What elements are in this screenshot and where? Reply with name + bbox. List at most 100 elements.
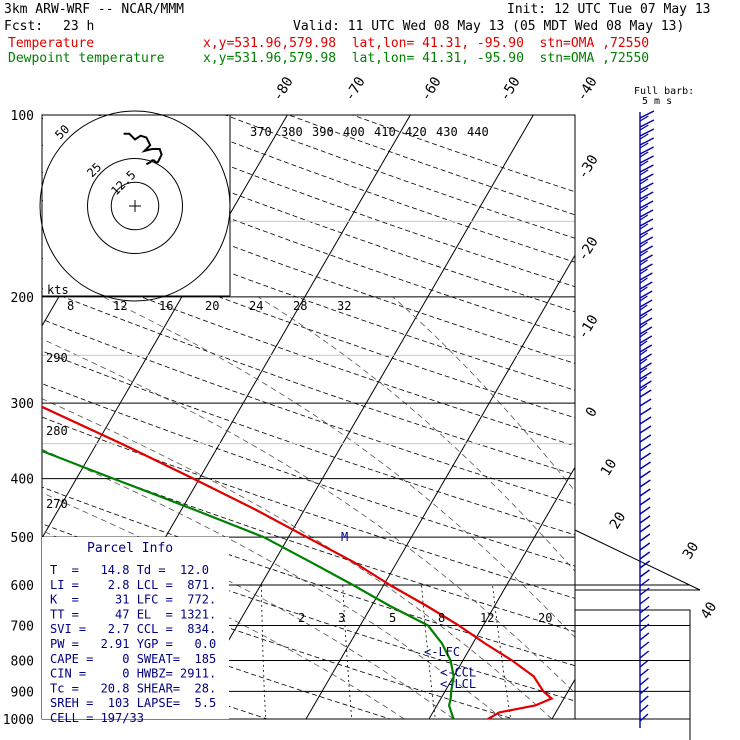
dry-adiabat <box>352 115 575 193</box>
dry-adiabat <box>42 350 575 536</box>
wind-barb-half <box>639 313 648 320</box>
wind-barb-half <box>639 259 648 266</box>
wind-barb <box>639 236 654 245</box>
wind-barb <box>639 659 650 668</box>
theta-label: 410 <box>374 125 396 139</box>
isotherm-label: 30 <box>680 539 703 562</box>
isotherm-label: -80 <box>270 74 297 104</box>
wind-barb-half <box>639 286 648 293</box>
wind-barb <box>639 596 650 605</box>
temperature-profile <box>42 405 554 719</box>
hodograph-trace <box>123 132 163 166</box>
parcel-info-box: Parcel Info T = 14.8 Td = 12.0LI = 2.8 LC… <box>42 537 229 725</box>
dewpoint-profile <box>42 449 455 719</box>
wind-barb <box>639 578 650 587</box>
parcel-info-row: Tc = 20.8 SHEAR= 28. <box>50 681 216 695</box>
wind-barb <box>639 569 650 578</box>
dry-adiabat <box>42 199 575 391</box>
pressure-tick-label: 1000 <box>3 713 34 728</box>
wind-barb-half <box>639 250 648 257</box>
wind-barb <box>639 560 650 569</box>
wind-barb <box>639 515 651 524</box>
wind-barb-half <box>639 331 648 338</box>
wind-barb-half <box>639 277 648 284</box>
isotherm-label: -70 <box>342 74 369 104</box>
dewpoint-location: x,y=531.96,579.98 lat,lon= 41.31, -95.90… <box>203 51 650 66</box>
wind-barb <box>639 479 651 488</box>
mixing-ratio-line <box>586 585 613 732</box>
wind-barb-half <box>639 367 648 374</box>
wind-barb <box>639 362 652 371</box>
speed-scale-tick: 28 <box>293 299 307 313</box>
isotherm-label: -50 <box>497 74 524 104</box>
isotherm-label: -40 <box>574 74 601 104</box>
wind-barb <box>639 290 653 299</box>
wind-barb <box>639 227 654 236</box>
wind-barb <box>639 524 651 533</box>
mixing-ratio-label: 12 <box>480 611 494 625</box>
wind-barb <box>639 587 650 596</box>
wind-barb-half <box>639 187 649 194</box>
wind-barb-half <box>639 358 648 365</box>
wind-barb-half <box>639 169 649 176</box>
pressure-tick-label: 800 <box>11 654 34 669</box>
wind-barb-half <box>639 322 648 329</box>
wind-barb <box>639 497 651 506</box>
wind-barb-half <box>639 385 648 392</box>
parcel-info-title: Parcel Info <box>87 541 173 556</box>
wind-barb <box>639 191 654 200</box>
wind-barb-half <box>639 304 648 311</box>
theta-label-left: 290 <box>46 351 68 365</box>
moist-adiabat <box>42 530 405 719</box>
wind-barb <box>639 551 651 560</box>
wind-barb <box>639 173 654 182</box>
wind-barb-half <box>639 268 648 275</box>
wind-barb-half <box>639 241 648 248</box>
dry-adiabat <box>225 115 575 239</box>
wind-barb <box>639 398 652 407</box>
wind-barb <box>639 407 652 416</box>
plot-border <box>41 114 576 720</box>
theta-label: 370 <box>250 125 272 139</box>
profile-lines <box>42 405 554 719</box>
wind-barb <box>639 254 653 263</box>
wind-barb <box>639 326 653 335</box>
wind-barb <box>639 542 651 551</box>
parcel-info-row: SVI = 2.7 CCL = 834. <box>50 622 216 636</box>
isotherm-label: -10 <box>575 312 602 342</box>
wind-barb <box>639 704 649 713</box>
wind-barb <box>639 416 652 425</box>
pressure-tick-label: 300 <box>11 397 34 412</box>
wind-barb-half <box>639 214 649 221</box>
mixing-ratio-label: 2 <box>298 611 305 625</box>
wind-barb <box>639 461 651 470</box>
wind-barb <box>639 218 654 227</box>
theta-label: 430 <box>436 125 458 139</box>
wind-barb <box>639 677 649 686</box>
wind-barb <box>639 335 653 344</box>
wind-barb <box>639 488 651 497</box>
wind-barb-half <box>639 340 648 347</box>
dry-adiabat <box>42 257 575 447</box>
theta-label-left: 270 <box>46 497 68 511</box>
dry-adiabat <box>161 115 575 263</box>
isotherm-line <box>182 115 534 719</box>
wind-barb <box>639 614 650 623</box>
speed-ring <box>87 158 183 254</box>
wind-barb-half <box>639 232 649 239</box>
parcel-info-row: TT = 47 EL = 1321. <box>50 607 216 621</box>
wind-barb-half <box>639 151 649 158</box>
isotherm-label: 40 <box>698 599 721 622</box>
isotherm-line <box>675 115 740 719</box>
wind-barb <box>639 506 651 515</box>
mixing-ratio-line <box>421 584 436 719</box>
pressure-tick-label: 400 <box>11 473 34 488</box>
wind-barb <box>639 389 652 398</box>
moist-adiabat <box>392 296 575 492</box>
wind-barb-half <box>639 160 649 167</box>
wind-barb <box>639 209 654 218</box>
barb-legend-value: 5 m s <box>642 96 672 107</box>
wind-barb-half <box>639 124 649 131</box>
